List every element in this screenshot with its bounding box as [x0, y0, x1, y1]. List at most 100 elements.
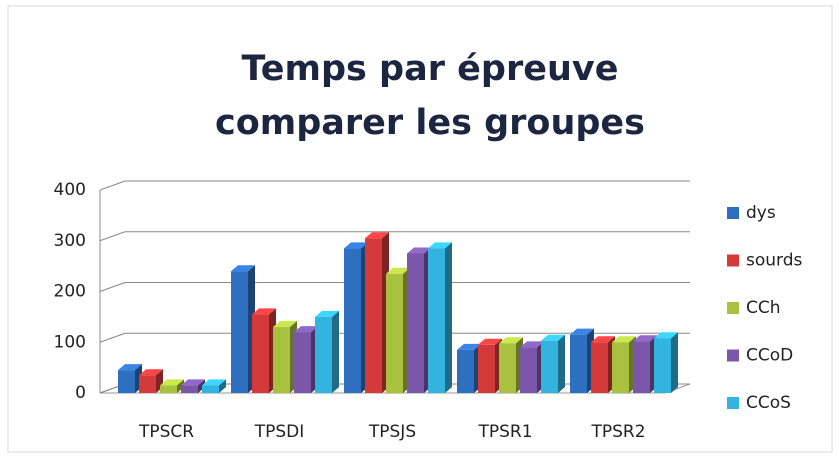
bar-top [118, 364, 142, 371]
bar-top [386, 267, 410, 274]
bar-top [231, 265, 255, 272]
bar-top [273, 321, 297, 328]
legend-label: CCoD [746, 346, 793, 366]
bar-top [499, 337, 523, 344]
x-tick-label: TPSR2 [590, 422, 645, 442]
x-tick-label: TPSJS [368, 422, 416, 442]
bar [520, 341, 544, 393]
bar-front [520, 347, 537, 393]
bar [231, 265, 255, 393]
bar-top [633, 335, 657, 342]
bar-top [139, 369, 163, 376]
bar-side [671, 332, 678, 393]
bar-front [181, 385, 198, 393]
bar [457, 343, 481, 393]
y-tick-label: 0 [75, 383, 86, 403]
bar-top [457, 343, 481, 350]
bar-front [118, 370, 135, 393]
y-tick-label: 300 [54, 231, 86, 251]
bar [118, 364, 142, 393]
bar [252, 308, 276, 393]
bar [633, 335, 657, 393]
bar [612, 336, 636, 393]
bar-front [231, 271, 248, 393]
y-tick-label: 200 [54, 282, 86, 302]
grid-line [99, 180, 126, 191]
y-tick-label: 400 [54, 180, 86, 200]
bar-front [139, 375, 156, 393]
bar-front [365, 238, 382, 393]
grid-line [99, 231, 126, 242]
bar-top [181, 379, 205, 386]
legend-swatch [727, 254, 739, 267]
bar-top [365, 232, 389, 239]
bar-front [612, 342, 629, 393]
bar-front [633, 341, 650, 393]
bar [202, 379, 226, 393]
bar [591, 336, 615, 393]
bar-side [558, 334, 565, 393]
bar [315, 310, 339, 393]
bar [428, 242, 452, 393]
bar-front [202, 385, 219, 393]
bar-top [612, 336, 636, 343]
bar-top [654, 332, 678, 339]
bar-side [177, 379, 184, 393]
bar-top [315, 310, 339, 317]
grid-line [99, 332, 126, 343]
bar [541, 334, 565, 393]
chart-title: Temps par épreuve [242, 49, 619, 89]
bar-front [160, 385, 177, 393]
bar-top [160, 379, 184, 386]
bar-top [202, 379, 226, 386]
bar-front [344, 248, 361, 393]
y-tick-label: 100 [54, 332, 86, 352]
x-tick-label: TPSCR [138, 422, 194, 442]
bar-top [344, 242, 368, 249]
bar-top [428, 242, 452, 249]
bar-front [294, 332, 311, 393]
bar-side [445, 242, 452, 393]
bar [139, 369, 163, 393]
legend-label: CCh [746, 298, 781, 318]
bar-top [478, 338, 502, 345]
bar-front [252, 314, 269, 393]
bar-top [591, 336, 615, 343]
chart-title: comparer les groupes [215, 103, 645, 143]
bar-top [570, 328, 594, 335]
bar [407, 247, 431, 393]
legend-swatch [727, 302, 739, 314]
legend-swatch [727, 397, 739, 409]
bar-side [332, 310, 339, 393]
legend-label: dys [746, 203, 776, 223]
bar-top [407, 247, 431, 254]
grid-line [99, 282, 126, 292]
bar-front [407, 253, 424, 393]
bar [478, 338, 502, 393]
bar-front [478, 344, 495, 393]
bar-top [520, 341, 544, 348]
bar [273, 321, 297, 393]
bar [499, 337, 523, 393]
bar [570, 328, 594, 393]
bar [386, 267, 410, 393]
bar-front [386, 273, 403, 393]
bar [294, 326, 318, 393]
bar-top [294, 326, 318, 333]
bar-front [273, 327, 290, 393]
bar [365, 232, 389, 393]
bar-front [315, 316, 332, 393]
bar-front [541, 340, 558, 393]
legend-label: sourds [746, 251, 803, 271]
bar-front [570, 334, 587, 393]
bar-top [252, 308, 276, 315]
x-tick-label: TPSR1 [477, 422, 532, 442]
bar-side [198, 379, 205, 393]
x-tick-label: TPSDI [254, 422, 305, 442]
bar [181, 379, 205, 393]
bar-front [499, 343, 516, 393]
bar-front [591, 342, 608, 393]
bar-top [541, 334, 565, 341]
bar-front [457, 349, 474, 393]
